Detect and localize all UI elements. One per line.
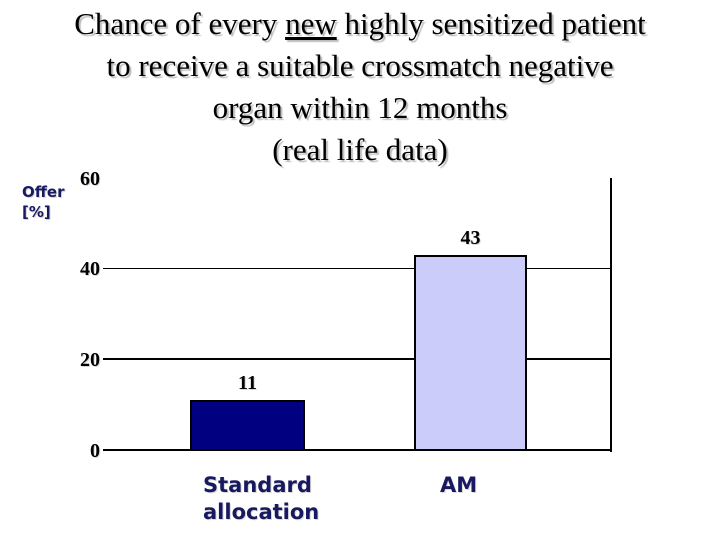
y-axis-label-line-1: Offer xyxy=(22,183,65,201)
title-line-1-post: highly sensitized patient xyxy=(336,6,646,41)
bar-am xyxy=(414,254,527,452)
y-tick-label-60: 60 xyxy=(80,167,100,190)
title-line-2: to receive a suitable crossmatch negativ… xyxy=(106,48,614,83)
gridline-40 xyxy=(103,267,610,270)
title-line-3: organ within 12 months xyxy=(212,90,508,125)
gridline-20 xyxy=(103,358,610,360)
bar-standard-allocation xyxy=(190,400,305,452)
data-label-standard-allocation: 11 xyxy=(238,372,257,395)
y-axis-label-line-2: [%] xyxy=(22,203,51,221)
y-tick-label-40: 40 xyxy=(80,258,100,281)
value-axis-line xyxy=(610,177,612,452)
gridline-0 xyxy=(103,449,610,451)
data-label-am: 43 xyxy=(460,226,481,249)
slide-title: Chance of every new highly sensitized pa… xyxy=(0,3,720,171)
title-underlined-word: new xyxy=(285,6,337,41)
y-tick-label-0: 0 xyxy=(90,440,100,462)
y-tick-label-20: 20 xyxy=(80,349,100,372)
title-line-1-pre: Chance of every xyxy=(74,6,286,41)
category-label-standard-allocation: Standard allocation xyxy=(203,473,320,524)
y-axis-label: Offer [%] xyxy=(22,182,64,222)
title-line-1: Chance of every new highly sensitized pa… xyxy=(0,3,720,45)
title-line-4: (real life data) xyxy=(272,132,448,167)
category-label-am: AM xyxy=(440,473,478,497)
